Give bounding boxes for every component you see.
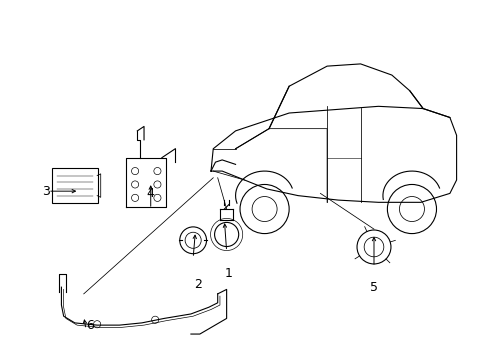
Text: 2: 2 [193,278,201,292]
Text: 5: 5 [369,281,377,294]
Text: 3: 3 [42,185,50,198]
Text: 4: 4 [146,187,154,200]
Text: 1: 1 [224,267,232,280]
Text: 6: 6 [86,319,94,332]
